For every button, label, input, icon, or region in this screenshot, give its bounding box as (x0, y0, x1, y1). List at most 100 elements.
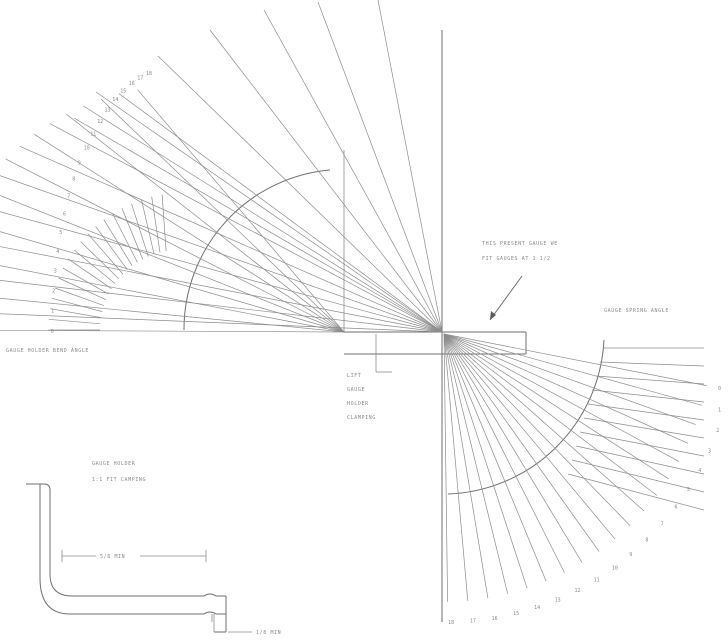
left-pivot-ray-6 (0, 231, 345, 333)
left-scale-label: GAUGE HOLDER BEND ANGLE (6, 348, 89, 354)
dim-foot: 1/8 MIN (256, 630, 281, 636)
right-outer-ray-7 (575, 445, 705, 475)
right-outer-ray-2 (595, 375, 705, 385)
right-ray-17 (443, 333, 469, 601)
left-tick-label-14: 14 (112, 97, 118, 103)
left-ray-6 (62, 267, 109, 295)
right-outer-ray-8 (571, 459, 705, 493)
left-ray-14 (121, 208, 144, 260)
left-ray-3 (52, 297, 103, 312)
left-ray-2 (50, 308, 102, 318)
note-line-1: THIS PRESENT GAUGE WE (482, 241, 558, 247)
right-arc (447, 339, 605, 495)
left-pivot-ray-8 (0, 195, 345, 333)
right-scale-label: GAUGE SPRING ANGLE (604, 308, 669, 314)
left-ray-11 (95, 226, 128, 270)
left-tick-label-0: 0 (51, 329, 54, 335)
left-ray-18 (161, 194, 167, 252)
left-pivot-ray-9 (0, 175, 443, 333)
left-ray-16 (141, 199, 155, 255)
right-tick-label-15: 15 (513, 611, 519, 617)
right-ray-10 (443, 333, 600, 552)
left-tick-label-18: 18 (146, 71, 152, 77)
right-ray-1 (443, 333, 702, 406)
right-tick-label-12: 12 (575, 588, 581, 594)
right-ray-14 (443, 333, 528, 589)
right-tick-label-2: 2 (716, 428, 719, 434)
right-tick-label-10: 10 (612, 566, 618, 572)
right-tick-label-18: 18 (448, 620, 454, 626)
left-tick-label-4: 4 (56, 249, 59, 255)
right-tick-label-1: 1 (718, 407, 721, 413)
right-ray-4 (443, 333, 680, 462)
left-tick-label-11: 11 (90, 132, 96, 138)
left-pivot-ray-5 (0, 246, 443, 333)
right-ray-8 (443, 333, 631, 526)
right-ray-12 (443, 333, 565, 573)
left-long-ray-6 (377, 0, 443, 333)
right-tick-label-16: 16 (492, 616, 498, 622)
right-outer-ray-9 (567, 473, 705, 511)
left-ray-8 (73, 249, 116, 284)
right-outer-ray-6 (579, 431, 705, 457)
left-pivot-ray-0 (0, 329, 345, 333)
right-outer-ray-3 (591, 389, 705, 403)
right-ray-7 (443, 333, 645, 512)
right-ray-18 (443, 333, 448, 602)
left-ray-1 (48, 318, 101, 325)
right-ray-6 (443, 333, 658, 496)
pointer-arrow (489, 275, 523, 321)
right-outer-ray-4 (587, 403, 705, 421)
left-ray-15 (131, 203, 149, 257)
detail-subtitle: 1:1 FIT CAMPING (92, 477, 146, 483)
right-tick-label-3: 3 (708, 448, 711, 454)
right-ray-13 (443, 333, 547, 582)
right-ray-11 (443, 333, 583, 563)
left-pivot-ray-14 (66, 113, 345, 333)
left-tick-label-7: 7 (67, 194, 70, 200)
left-tick-label-8: 8 (72, 177, 75, 183)
left-arc (183, 169, 331, 331)
left-tick-label-3: 3 (54, 269, 57, 275)
left-ray-9 (80, 241, 119, 279)
left-tick-label-5: 5 (59, 230, 62, 236)
left-tick-label-1: 1 (51, 309, 54, 315)
right-ray-3 (443, 333, 689, 444)
left-pivot-ray-4 (0, 265, 345, 333)
right-tick-label-8: 8 (645, 538, 648, 544)
right-tick-label-5: 5 (687, 487, 690, 493)
right-tick-label-13: 13 (555, 597, 561, 603)
left-tick-label-16: 16 (129, 81, 135, 87)
left-ray-5 (58, 277, 107, 301)
left-long-ray-5 (317, 1, 443, 333)
left-tick-label-17: 17 (137, 75, 143, 81)
left-long-ray-3 (209, 29, 443, 333)
left-pivot-ray-11 (19, 145, 443, 333)
right-tick-label-4: 4 (698, 468, 701, 474)
left-pivot-ray-18 (137, 89, 345, 333)
right-tick-label-0: 0 (718, 386, 721, 392)
dim-horizontal: 5/8 MIN (100, 554, 125, 560)
left-long-ray-0 (73, 117, 443, 333)
left-tick-label-2: 2 (52, 289, 55, 295)
right-ray-0 (443, 333, 707, 386)
left-tick-label-9: 9 (78, 161, 81, 167)
left-tick-label-13: 13 (105, 107, 111, 113)
left-pivot-ray-12 (34, 134, 345, 333)
left-pivot-ray-10 (5, 158, 345, 333)
gauge-holder-detail: GAUGE HOLDER 1:1 FIT CAMPING 5/8 MIN 1/8… (26, 461, 281, 636)
left-ray-12 (103, 219, 133, 266)
left-ray-13 (112, 213, 138, 263)
left-ray-10 (87, 233, 124, 275)
left-long-ray-2 (157, 55, 443, 333)
right-tick-label-6: 6 (675, 505, 678, 511)
left-ray-4 (54, 287, 104, 306)
left-pivot-ray-1 (0, 313, 443, 333)
left-pivot-ray-7 (0, 211, 443, 333)
left-ray-17 (151, 196, 161, 253)
right-outer-ray-5 (583, 417, 705, 439)
left-tick-label-15: 15 (120, 88, 126, 94)
